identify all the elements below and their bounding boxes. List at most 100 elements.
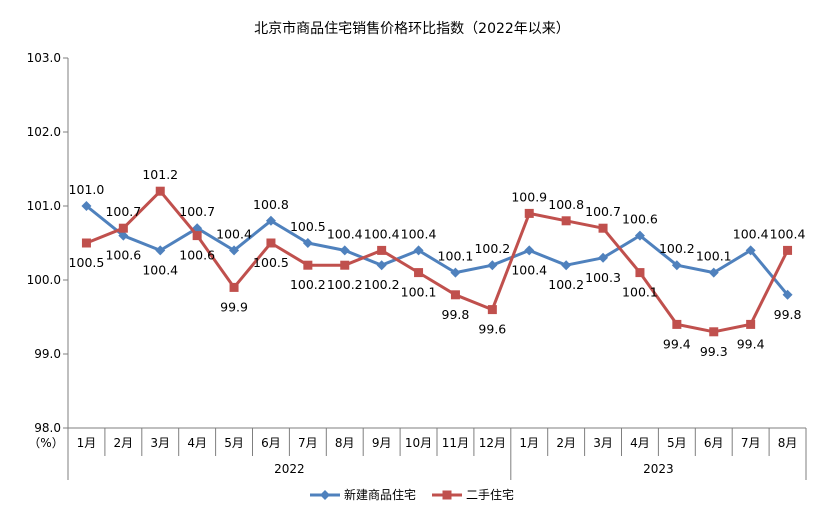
data-label-new-homes: 100.4 xyxy=(401,226,437,241)
data-label-resale-homes: 99.4 xyxy=(663,336,691,351)
category-label: 3月 xyxy=(593,436,613,450)
data-point-square xyxy=(81,238,91,248)
data-point-diamond xyxy=(118,230,129,241)
data-label-resale-homes: 99.9 xyxy=(220,299,248,314)
data-point-diamond xyxy=(450,267,461,278)
series-layer xyxy=(81,186,793,337)
series-line-1 xyxy=(85,204,789,296)
data-point-square xyxy=(266,238,276,248)
data-label-new-homes: 100.1 xyxy=(438,249,474,264)
category-label: 1月 xyxy=(519,436,539,450)
data-label-new-homes: 100.7 xyxy=(179,204,215,219)
data-point-square xyxy=(192,231,202,241)
data-point-diamond xyxy=(561,260,572,271)
data-point-square xyxy=(450,290,460,300)
data-point-square xyxy=(377,245,387,255)
data-point-diamond xyxy=(302,238,313,248)
data-point-diamond xyxy=(782,289,793,300)
data-label-resale-homes: 100.7 xyxy=(105,204,141,219)
category-label: 8月 xyxy=(335,436,355,450)
data-label-resale-homes: 99.3 xyxy=(700,344,728,359)
data-point-square xyxy=(561,216,571,226)
category-label: 9月 xyxy=(372,436,392,450)
data-label-new-homes: 100.4 xyxy=(327,226,363,241)
data-label-new-homes: 100.2 xyxy=(364,277,400,292)
data-label-resale-homes: 100.5 xyxy=(253,255,289,270)
data-label-new-homes: 101.0 xyxy=(69,182,105,197)
data-label-resale-homes: 100.2 xyxy=(327,277,363,292)
category-label: 2月 xyxy=(114,436,134,450)
data-point-square xyxy=(487,305,497,315)
data-point-square xyxy=(746,319,756,329)
y-tick-label: 102.0 xyxy=(27,125,61,139)
y-tick-label: 98.0 xyxy=(34,421,61,435)
data-label-resale-homes: 100.1 xyxy=(622,285,658,300)
category-label: 5月 xyxy=(224,436,244,450)
data-label-resale-homes: 101.2 xyxy=(142,167,178,182)
data-point-diamond xyxy=(81,201,92,211)
data-point-diamond xyxy=(265,215,276,226)
data-point-diamond xyxy=(155,245,166,256)
data-label-new-homes: 100.4 xyxy=(216,226,252,241)
data-label-new-homes: 100.8 xyxy=(253,197,289,212)
data-point-square xyxy=(118,223,128,233)
legend-label: 二手住宅 xyxy=(466,487,514,502)
legend-marker-square xyxy=(442,490,452,500)
data-point-square xyxy=(229,282,239,292)
data-point-diamond xyxy=(229,245,240,256)
data-point-square xyxy=(524,208,534,218)
data-label-resale-homes: 100.8 xyxy=(548,197,584,212)
category-label: 7月 xyxy=(741,436,761,450)
data-label-new-homes: 100.4 xyxy=(142,262,178,277)
data-point-diamond xyxy=(524,245,535,256)
axes: 103.0 102.0 101.0 100.0 99.0 98.0（%） 1月 2月 3月 4月 5… xyxy=(27,51,807,480)
category-label: 5月 xyxy=(667,436,687,450)
data-label-resale-homes: 100.1 xyxy=(401,285,437,300)
category-label: 4月 xyxy=(187,436,207,450)
category-label: 6月 xyxy=(261,436,281,450)
data-label-new-homes: 100.5 xyxy=(290,219,326,234)
data-label-new-homes: 100.4 xyxy=(733,226,769,241)
category-label: 11月 xyxy=(442,436,469,450)
data-label-new-homes: 100.6 xyxy=(622,212,658,227)
data-point-diamond xyxy=(487,260,498,271)
data-point-diamond xyxy=(413,245,424,256)
data-label-new-homes: 100.6 xyxy=(105,248,141,263)
category-label: 4月 xyxy=(630,436,650,450)
data-label-resale-homes: 100.9 xyxy=(511,189,547,204)
chart-title: 北京市商品住宅销售价格环比指数（2022年以来） xyxy=(254,20,570,37)
data-point-square xyxy=(340,260,350,270)
data-label-new-homes: 100.4 xyxy=(511,262,547,277)
data-point-square xyxy=(155,186,165,196)
data-point-square xyxy=(672,319,682,329)
data-point-square xyxy=(709,327,719,337)
data-label-new-homes: 100.1 xyxy=(696,249,732,264)
year-group-label: 2023 xyxy=(643,462,674,476)
data-point-diamond xyxy=(708,267,719,278)
data-label-new-homes: 100.2 xyxy=(548,277,584,292)
data-point-diamond xyxy=(598,252,609,263)
category-label: 7月 xyxy=(298,436,318,450)
data-label-resale-homes: 100.5 xyxy=(69,255,105,270)
y-tick-label: 100.0 xyxy=(27,273,61,287)
data-label-resale-homes: 100.7 xyxy=(585,204,621,219)
category-label: 10月 xyxy=(405,436,432,450)
data-point-square xyxy=(598,223,608,233)
data-point-square xyxy=(303,260,313,270)
data-label-resale-homes: 100.4 xyxy=(364,226,400,241)
data-label-resale-homes: 99.8 xyxy=(442,307,470,322)
data-point-square xyxy=(783,245,793,255)
data-point-square xyxy=(414,268,424,278)
data-label-new-homes: 100.2 xyxy=(474,241,510,256)
data-label-resale-homes: 99.4 xyxy=(737,336,765,351)
category-label: 2月 xyxy=(556,436,576,450)
year-group-label: 2022 xyxy=(274,462,305,476)
data-label-resale-homes: 99.6 xyxy=(478,322,506,337)
data-label-new-homes: 100.3 xyxy=(585,270,621,285)
category-label: 6月 xyxy=(704,436,724,450)
data-label-resale-homes: 100.4 xyxy=(770,226,806,241)
data-point-diamond xyxy=(634,230,645,241)
legend: 新建商品住宅 二手住宅 xyxy=(310,487,514,502)
category-label: 3月 xyxy=(150,436,170,450)
